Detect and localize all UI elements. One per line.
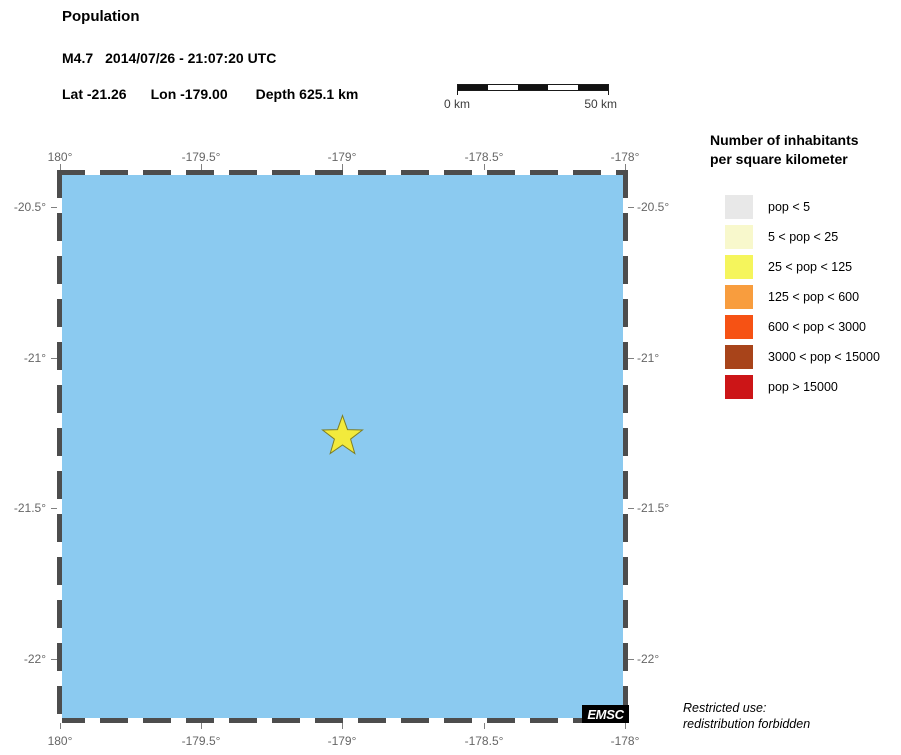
event-longitude: Lon -179.00	[150, 86, 228, 102]
restricted-use-note: Restricted use: redistribution forbidden	[683, 700, 810, 732]
legend-color-swatch	[725, 285, 753, 309]
legend-title-line1: Number of inhabitants	[710, 132, 859, 148]
legend-item-label: 3000 < pop < 15000	[768, 350, 880, 364]
lat-label-left: -21°	[23, 351, 46, 365]
lat-label-left: -21.5°	[13, 501, 46, 515]
lat-label-right: -21°	[637, 351, 660, 365]
lon-label-bottom: -179.5°	[181, 734, 221, 748]
emsc-logo-badge: EMSC	[582, 705, 629, 723]
lon-label-top: 180°	[47, 150, 73, 164]
lon-tick-bottom	[342, 723, 343, 729]
scale-bar-segment	[578, 85, 608, 90]
lon-label-bottom: -178.5°	[464, 734, 504, 748]
lon-label-bottom: 180°	[47, 734, 73, 748]
lat-label-left: -20.5°	[13, 200, 46, 214]
legend-item-label: pop < 5	[768, 200, 811, 214]
lat-label-right: -21.5°	[637, 501, 670, 515]
legend-item: 5 < pop < 25	[725, 225, 838, 249]
legend-color-swatch	[725, 375, 753, 399]
lat-tick-left	[51, 207, 57, 208]
scale-start-label: 0 km	[444, 97, 471, 111]
lat-tick-right	[628, 659, 634, 660]
lat-tick-right	[628, 207, 634, 208]
legend-item-label: 5 < pop < 25	[768, 230, 839, 244]
legend-color-swatch	[725, 255, 753, 279]
legend-item: 125 < pop < 600	[725, 285, 859, 309]
legend-color-swatch	[725, 345, 753, 369]
event-depth: Depth 625.1 km	[255, 86, 359, 102]
map-border-top	[57, 170, 628, 175]
lat-label-right: -22°	[637, 652, 660, 666]
lon-label-top: -179°	[327, 150, 357, 164]
legend-title-line2: per square kilometer	[710, 151, 848, 167]
map-border-bottom	[57, 718, 628, 723]
lat-label-left: -22°	[23, 652, 46, 666]
lon-tick-bottom	[201, 723, 202, 729]
lat-tick-right	[628, 508, 634, 509]
legend-item-label: 600 < pop < 3000	[768, 320, 867, 334]
lat-tick-left	[51, 358, 57, 359]
legend-color-swatch	[725, 195, 753, 219]
epicenter-star-icon	[321, 414, 364, 455]
legend-item: pop > 15000	[725, 375, 838, 399]
lon-label-top: -178°	[610, 150, 640, 164]
lat-tick-left	[51, 508, 57, 509]
lon-label-bottom: -179°	[327, 734, 357, 748]
map-scale-bar: 0 km 50 km	[444, 84, 617, 111]
lon-tick-bottom	[60, 723, 61, 729]
lat-tick-right	[628, 358, 634, 359]
scale-bar-segment	[518, 85, 548, 90]
lon-tick-bottom	[484, 723, 485, 729]
legend-item-label: 25 < pop < 125	[768, 260, 853, 274]
scale-bar-segment	[488, 85, 518, 90]
lon-label-top: -178.5°	[464, 150, 504, 164]
restricted-line2: redistribution forbidden	[683, 717, 811, 731]
lat-tick-left	[51, 659, 57, 660]
lon-tick-top	[484, 164, 485, 170]
scale-bar	[457, 84, 609, 95]
legend-title: Number of inhabitants per square kilomet…	[710, 131, 859, 169]
lon-tick-top	[625, 164, 626, 170]
map-ocean-area	[62, 175, 623, 718]
lon-tick-top	[342, 164, 343, 170]
scale-bar-segment	[548, 85, 578, 90]
event-latitude: Lat -21.26	[62, 86, 127, 102]
event-coords-line: Lat -21.26 Lon -179.00 Depth 625.1 km	[62, 86, 358, 102]
event-datetime: 2014/07/26 - 21:07:20 UTC	[105, 50, 277, 66]
map-border-left	[57, 170, 62, 723]
lon-label-top: -179.5°	[181, 150, 221, 164]
lat-label-right: -20.5°	[637, 200, 670, 214]
scale-bar-segment	[458, 85, 488, 90]
lon-tick-top	[60, 164, 61, 170]
lon-label-bottom: -178°	[610, 734, 640, 748]
lon-tick-top	[201, 164, 202, 170]
legend-item: 25 < pop < 125	[725, 255, 852, 279]
page-title: Population	[62, 8, 140, 25]
map-border-right	[623, 170, 628, 723]
event-magnitude: M4.7	[62, 50, 94, 66]
legend-item-label: pop > 15000	[768, 380, 838, 394]
legend-item: 600 < pop < 3000	[725, 315, 866, 339]
lon-tick-bottom	[625, 723, 626, 729]
legend-item: pop < 5	[725, 195, 810, 219]
legend-item-label: 125 < pop < 600	[768, 290, 860, 304]
legend-color-swatch	[725, 315, 753, 339]
scale-end-label: 50 km	[584, 97, 617, 111]
event-info-line: M4.7 2014/07/26 - 21:07:20 UTC	[62, 50, 276, 66]
restricted-line1: Restricted use:	[683, 701, 767, 715]
legend-item: 3000 < pop < 15000	[725, 345, 880, 369]
legend-color-swatch	[725, 225, 753, 249]
